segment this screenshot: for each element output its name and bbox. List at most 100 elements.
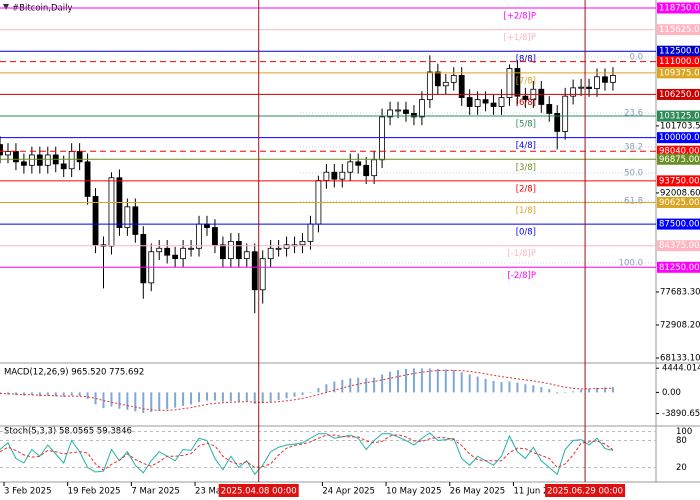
candle-body xyxy=(164,247,171,256)
candle-body xyxy=(108,177,115,247)
candle-body xyxy=(299,240,306,246)
fib-label: 100.0 xyxy=(619,258,643,268)
candle-body xyxy=(235,240,242,260)
level-price-box xyxy=(657,45,700,57)
level-price-box xyxy=(657,24,700,36)
candle-body xyxy=(562,95,569,132)
murrey-label: [5/8] xyxy=(516,120,536,130)
stoch-tick-label: 20 xyxy=(676,463,687,473)
murrey-label: [-1/8]P xyxy=(507,249,536,259)
level-price-label: 84375.00 xyxy=(659,241,700,251)
candle-body xyxy=(0,144,3,156)
y-tick-label: 101703.50 xyxy=(660,121,700,131)
x-tick-label: 3 Feb 2025 xyxy=(4,487,52,497)
level-price-box xyxy=(657,261,700,273)
macd-title: MACD(12,26,9) 965.520 775.692 xyxy=(4,368,144,378)
candle-body xyxy=(13,151,19,163)
level-price-label: 103125.00 xyxy=(659,112,700,122)
candle-body xyxy=(610,75,616,83)
level-price-label: 115625.00 xyxy=(659,25,700,35)
level-price-label: 87500.00 xyxy=(659,220,700,230)
candle-body xyxy=(180,247,187,260)
symbol-icon xyxy=(3,4,9,10)
x-tick-label: 26 May 2025 xyxy=(450,487,505,497)
fib-label: 61.8 xyxy=(624,196,643,206)
candle-body xyxy=(490,102,497,107)
candle-body xyxy=(395,109,401,112)
candle-body xyxy=(331,171,338,180)
candle-body xyxy=(219,244,226,260)
marker-box xyxy=(545,484,626,497)
candle-body xyxy=(602,76,608,83)
level-price-label: 118750.00 xyxy=(659,4,700,14)
murrey-label: [-2/8]P xyxy=(507,271,536,281)
candle-body xyxy=(411,113,417,118)
candle-body xyxy=(466,97,473,107)
macd-tick-label: 4444.014 xyxy=(662,364,700,374)
candle-body xyxy=(28,154,35,166)
candle-body xyxy=(124,206,131,228)
fib-label: 50.0 xyxy=(624,168,643,178)
candle-body xyxy=(506,68,513,98)
murrey-label: [4/8] xyxy=(516,141,536,151)
y-tick-label: 72908.20 xyxy=(660,320,700,330)
candle-body xyxy=(434,71,441,87)
candle-body xyxy=(156,247,163,253)
candle-body xyxy=(212,227,218,246)
level-price-label: 81250.00 xyxy=(659,263,700,273)
candle-body xyxy=(450,75,457,83)
level-price-label: 96875.00 xyxy=(659,155,700,165)
candle-body xyxy=(458,75,465,98)
x-tick-label: 24 Apr 2025 xyxy=(322,487,375,497)
level-price-label: 98040.00 xyxy=(659,147,700,157)
candle-body xyxy=(227,240,234,260)
level-price-label: 100000.00 xyxy=(659,133,700,143)
marker-label: 2025.04.08 00:00 xyxy=(221,487,297,497)
level-price-box xyxy=(657,218,700,230)
candle-body xyxy=(570,87,577,97)
candle-body xyxy=(68,151,75,170)
level-price-box xyxy=(657,145,700,157)
y-tick-label: 92008.60 xyxy=(660,188,700,198)
candle-body xyxy=(347,161,354,173)
candle-body xyxy=(204,223,210,228)
stoch-signal xyxy=(0,434,614,471)
candle-body xyxy=(554,113,561,132)
stoch-tick-label: 100 xyxy=(676,427,692,437)
murrey-label: [8/8] xyxy=(516,55,536,65)
level-price-label: 111000.00 xyxy=(659,57,700,67)
x-tick-label: 7 Mar 2025 xyxy=(131,487,179,497)
level-price-label: 109375.00 xyxy=(659,68,700,78)
candle-body xyxy=(251,251,258,291)
level-price-box xyxy=(657,175,700,187)
candle-body xyxy=(339,171,346,180)
y-tick-label: 77683.30 xyxy=(660,287,700,297)
candle-body xyxy=(594,76,600,89)
macd-tick-label: 0.00 xyxy=(662,388,681,398)
candle-body xyxy=(76,151,83,163)
candle-body xyxy=(243,251,250,260)
level-price-box xyxy=(657,56,700,68)
x-tick-label: 11 Jun 2025 xyxy=(513,487,564,497)
murrey-label: [1/8] xyxy=(516,206,536,216)
stoch-tick-label: 80 xyxy=(676,436,687,446)
macd-signal xyxy=(0,369,613,411)
fib-label: 0.0 xyxy=(629,52,643,62)
level-price-label: 112500.00 xyxy=(659,47,700,57)
candle-body xyxy=(307,223,314,242)
level-price-box xyxy=(657,2,700,14)
level-price-box xyxy=(657,110,700,122)
candle-body xyxy=(259,258,266,291)
candle-body xyxy=(5,151,11,156)
macd-tick-label: -3890.657 xyxy=(662,409,700,419)
stoch-main xyxy=(0,432,614,476)
candle-body xyxy=(578,86,584,89)
candle-body xyxy=(586,86,592,89)
level-price-label: 93750.00 xyxy=(659,176,700,186)
candle-body xyxy=(36,154,43,166)
candle-body xyxy=(426,71,433,101)
candle-body xyxy=(387,109,393,118)
candle-body xyxy=(355,161,362,166)
candle-body xyxy=(442,81,449,87)
candle-body xyxy=(498,97,505,107)
